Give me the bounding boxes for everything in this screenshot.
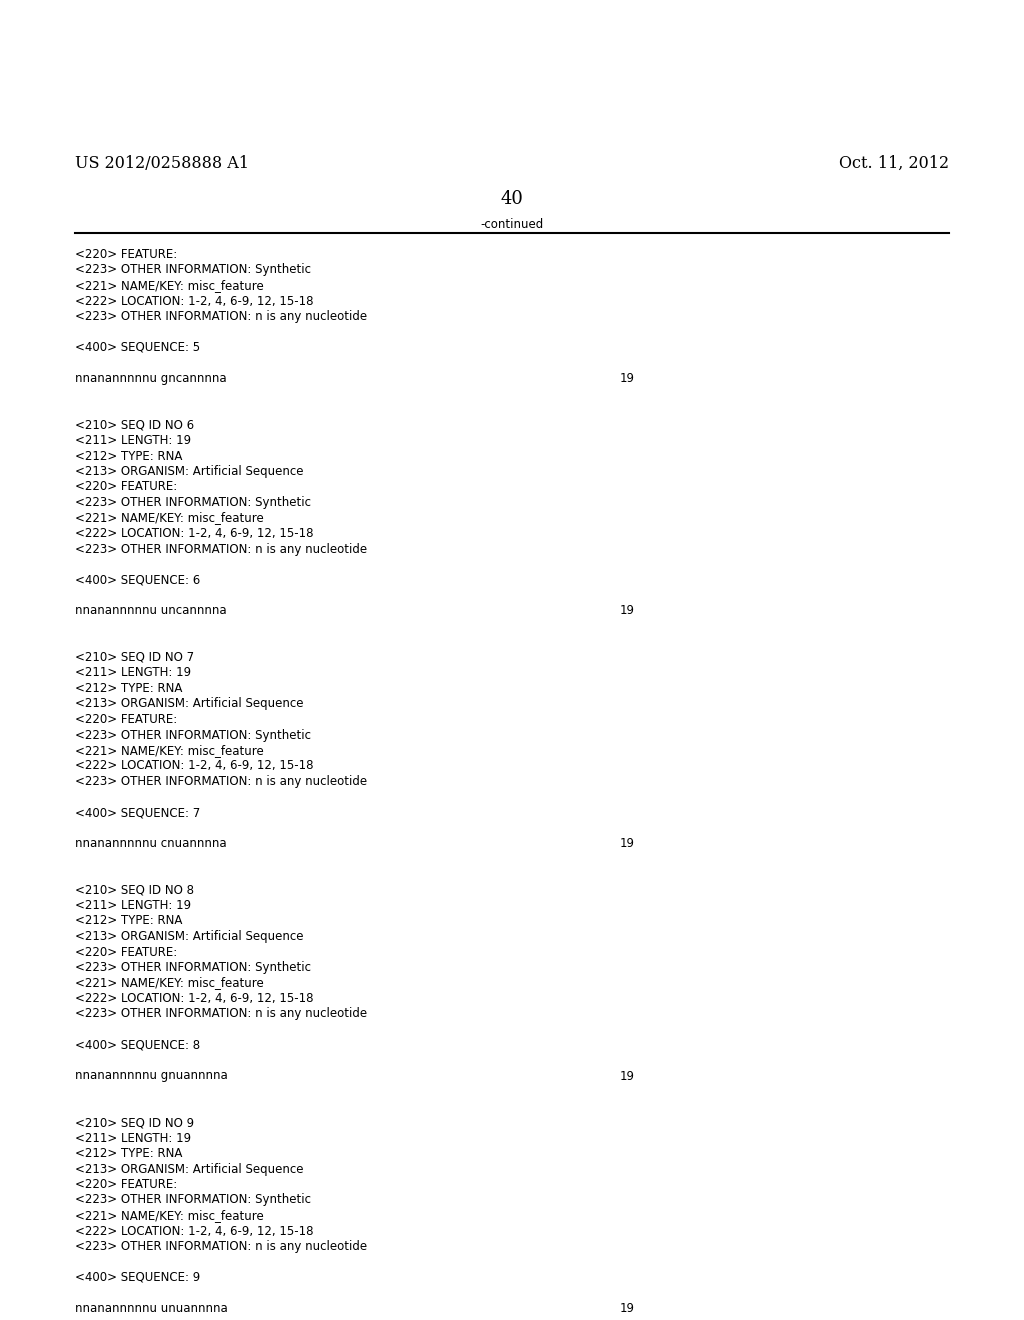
Text: <223> OTHER INFORMATION: Synthetic: <223> OTHER INFORMATION: Synthetic	[75, 264, 311, 276]
Text: 19: 19	[620, 1069, 635, 1082]
Text: Oct. 11, 2012: Oct. 11, 2012	[839, 154, 949, 172]
Text: <223> OTHER INFORMATION: n is any nucleotide: <223> OTHER INFORMATION: n is any nucleo…	[75, 1007, 368, 1020]
Text: <400> SEQUENCE: 5: <400> SEQUENCE: 5	[75, 341, 200, 354]
Text: <213> ORGANISM: Artificial Sequence: <213> ORGANISM: Artificial Sequence	[75, 1163, 303, 1176]
Text: <211> LENGTH: 19: <211> LENGTH: 19	[75, 434, 191, 447]
Text: <212> TYPE: RNA: <212> TYPE: RNA	[75, 915, 182, 928]
Text: US 2012/0258888 A1: US 2012/0258888 A1	[75, 154, 249, 172]
Text: <400> SEQUENCE: 7: <400> SEQUENCE: 7	[75, 807, 201, 818]
Text: <221> NAME/KEY: misc_feature: <221> NAME/KEY: misc_feature	[75, 279, 264, 292]
Text: <223> OTHER INFORMATION: n is any nucleotide: <223> OTHER INFORMATION: n is any nucleo…	[75, 543, 368, 556]
Text: <220> FEATURE:: <220> FEATURE:	[75, 945, 177, 958]
Text: <211> LENGTH: 19: <211> LENGTH: 19	[75, 1131, 191, 1144]
Text: nnanannnnnu gnuannnna: nnanannnnnu gnuannnna	[75, 1069, 227, 1082]
Text: 19: 19	[620, 1302, 635, 1315]
Text: nnanannnnnu unuannnna: nnanannnnnu unuannnna	[75, 1302, 227, 1315]
Text: <211> LENGTH: 19: <211> LENGTH: 19	[75, 899, 191, 912]
Text: <223> OTHER INFORMATION: Synthetic: <223> OTHER INFORMATION: Synthetic	[75, 729, 311, 742]
Text: <221> NAME/KEY: misc_feature: <221> NAME/KEY: misc_feature	[75, 744, 264, 756]
Text: <221> NAME/KEY: misc_feature: <221> NAME/KEY: misc_feature	[75, 1209, 264, 1222]
Text: <223> OTHER INFORMATION: n is any nucleotide: <223> OTHER INFORMATION: n is any nucleo…	[75, 1239, 368, 1253]
Text: nnanannnnnu gncannnna: nnanannnnnu gncannnna	[75, 372, 226, 385]
Text: <210> SEQ ID NO 7: <210> SEQ ID NO 7	[75, 651, 195, 664]
Text: <213> ORGANISM: Artificial Sequence: <213> ORGANISM: Artificial Sequence	[75, 931, 303, 942]
Text: <223> OTHER INFORMATION: Synthetic: <223> OTHER INFORMATION: Synthetic	[75, 1193, 311, 1206]
Text: <221> NAME/KEY: misc_feature: <221> NAME/KEY: misc_feature	[75, 977, 264, 990]
Text: <220> FEATURE:: <220> FEATURE:	[75, 480, 177, 494]
Text: <222> LOCATION: 1-2, 4, 6-9, 12, 15-18: <222> LOCATION: 1-2, 4, 6-9, 12, 15-18	[75, 527, 313, 540]
Text: <223> OTHER INFORMATION: Synthetic: <223> OTHER INFORMATION: Synthetic	[75, 496, 311, 510]
Text: 19: 19	[620, 837, 635, 850]
Text: <223> OTHER INFORMATION: n is any nucleotide: <223> OTHER INFORMATION: n is any nucleo…	[75, 310, 368, 323]
Text: <400> SEQUENCE: 8: <400> SEQUENCE: 8	[75, 1039, 200, 1052]
Text: <213> ORGANISM: Artificial Sequence: <213> ORGANISM: Artificial Sequence	[75, 465, 303, 478]
Text: <222> LOCATION: 1-2, 4, 6-9, 12, 15-18: <222> LOCATION: 1-2, 4, 6-9, 12, 15-18	[75, 294, 313, 308]
Text: <221> NAME/KEY: misc_feature: <221> NAME/KEY: misc_feature	[75, 511, 264, 524]
Text: <210> SEQ ID NO 8: <210> SEQ ID NO 8	[75, 883, 194, 896]
Text: <222> LOCATION: 1-2, 4, 6-9, 12, 15-18: <222> LOCATION: 1-2, 4, 6-9, 12, 15-18	[75, 759, 313, 772]
Text: 40: 40	[501, 190, 523, 209]
Text: <222> LOCATION: 1-2, 4, 6-9, 12, 15-18: <222> LOCATION: 1-2, 4, 6-9, 12, 15-18	[75, 1225, 313, 1238]
Text: <220> FEATURE:: <220> FEATURE:	[75, 248, 177, 261]
Text: <212> TYPE: RNA: <212> TYPE: RNA	[75, 1147, 182, 1160]
Text: -continued: -continued	[480, 218, 544, 231]
Text: <400> SEQUENCE: 6: <400> SEQUENCE: 6	[75, 573, 201, 586]
Text: nnanannnnnu uncannnna: nnanannnnnu uncannnna	[75, 605, 226, 618]
Text: <220> FEATURE:: <220> FEATURE:	[75, 713, 177, 726]
Text: <223> OTHER INFORMATION: n is any nucleotide: <223> OTHER INFORMATION: n is any nucleo…	[75, 775, 368, 788]
Text: <400> SEQUENCE: 9: <400> SEQUENCE: 9	[75, 1271, 201, 1284]
Text: <210> SEQ ID NO 9: <210> SEQ ID NO 9	[75, 1115, 195, 1129]
Text: <212> TYPE: RNA: <212> TYPE: RNA	[75, 450, 182, 462]
Text: nnanannnnnu cnuannnna: nnanannnnnu cnuannnna	[75, 837, 226, 850]
Text: <223> OTHER INFORMATION: Synthetic: <223> OTHER INFORMATION: Synthetic	[75, 961, 311, 974]
Text: <210> SEQ ID NO 6: <210> SEQ ID NO 6	[75, 418, 195, 432]
Text: <212> TYPE: RNA: <212> TYPE: RNA	[75, 682, 182, 696]
Text: <220> FEATURE:: <220> FEATURE:	[75, 1177, 177, 1191]
Text: <222> LOCATION: 1-2, 4, 6-9, 12, 15-18: <222> LOCATION: 1-2, 4, 6-9, 12, 15-18	[75, 993, 313, 1005]
Text: 19: 19	[620, 605, 635, 618]
Text: 19: 19	[620, 372, 635, 385]
Text: <211> LENGTH: 19: <211> LENGTH: 19	[75, 667, 191, 680]
Text: <213> ORGANISM: Artificial Sequence: <213> ORGANISM: Artificial Sequence	[75, 697, 303, 710]
